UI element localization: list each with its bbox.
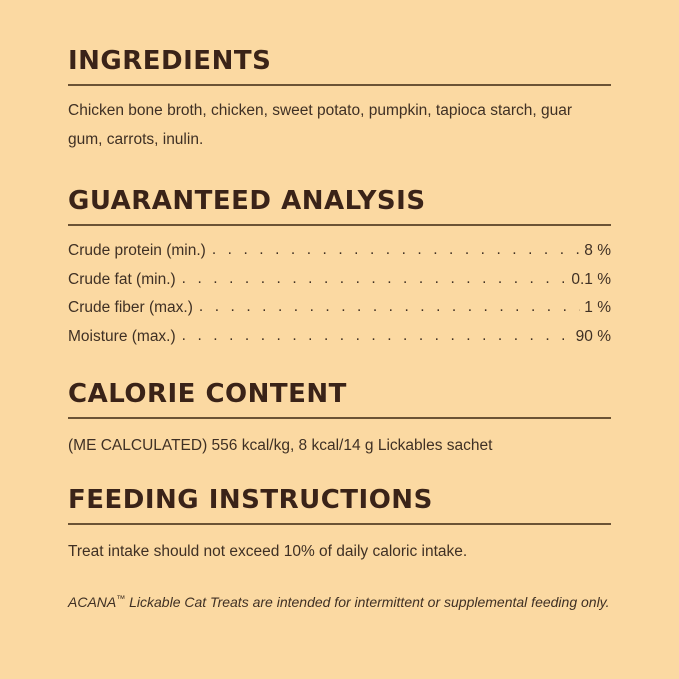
table-row: Crude fiber (max.) . . . . . . . . . . .…: [68, 294, 611, 323]
section-ingredients: INGREDIENTS Chicken bone broth, chicken,…: [68, 46, 611, 154]
ingredients-heading: INGREDIENTS: [68, 46, 272, 76]
trademark-symbol: ™: [116, 593, 126, 604]
ingredients-body-text: Chicken bone broth, chicken, sweet potat…: [68, 102, 573, 148]
section-feeding-instructions: FEEDING INSTRUCTIONS Treat intake should…: [68, 484, 611, 567]
guaranteed-analysis-rows: Crude protein (min.) . . . . . . . . . .…: [68, 237, 611, 351]
feeding-instructions-divider: [68, 522, 611, 525]
dot-leader: . . . . . . . . . . . . . . . . . . . . …: [198, 299, 580, 315]
section-calorie-content: CALORIE CONTENT (ME CALCULATED) 556 kcal…: [68, 379, 611, 461]
nutrient-label: Crude fiber (max.): [68, 299, 193, 316]
table-row: Crude fat (min.) . . . . . . . . . . . .…: [68, 266, 611, 295]
spacer: [68, 461, 611, 487]
nutrient-value: 1 %: [584, 299, 611, 316]
feeding-instructions-heading: FEEDING INSTRUCTIONS: [68, 484, 433, 515]
legal-footnote: ACANA™ Lickable Cat Treats are intended …: [68, 566, 611, 613]
section-guaranteed-analysis: GUARANTEED ANALYSIS Crude protein (min.)…: [68, 185, 611, 351]
ingredients-divider: [68, 84, 611, 87]
guaranteed-analysis-heading: GUARANTEED ANALYSIS: [68, 185, 426, 216]
table-row: Moisture (max.) . . . . . . . . . . . . …: [68, 323, 611, 352]
dot-leader: . . . . . . . . . . . . . . . . . . . . …: [181, 270, 568, 286]
calorie-content-body-text: (ME CALCULATED) 556 kcal/kg, 8 kcal/14 g…: [68, 437, 493, 455]
calorie-content-heading: CALORIE CONTENT: [68, 379, 347, 409]
spacer: [68, 154, 611, 188]
guaranteed-analysis-divider: [68, 224, 611, 226]
table-row: Crude protein (min.) . . . . . . . . . .…: [68, 237, 611, 266]
spacer: [68, 351, 611, 381]
nutrient-value: 0.1 %: [571, 270, 611, 288]
feeding-instructions-body-text: Treat intake should not exceed 10% of da…: [68, 542, 468, 560]
nutrient-label: Moisture (max.): [68, 327, 176, 345]
nutrient-label: Crude fat (min.): [68, 270, 176, 288]
dot-leader: . . . . . . . . . . . . . . . . . . . . …: [181, 327, 572, 343]
nutrient-label: Crude protein (min.): [68, 242, 206, 259]
nutrient-value: 90 %: [575, 327, 611, 345]
nutrient-value: 8 %: [584, 242, 611, 259]
brand-name: ACANA: [68, 594, 117, 610]
calorie-content-divider: [68, 417, 611, 420]
dot-leader: . . . . . . . . . . . . . . . . . . . . …: [211, 242, 580, 258]
footnote-text: Lickable Cat Treats are intended for int…: [125, 594, 610, 610]
